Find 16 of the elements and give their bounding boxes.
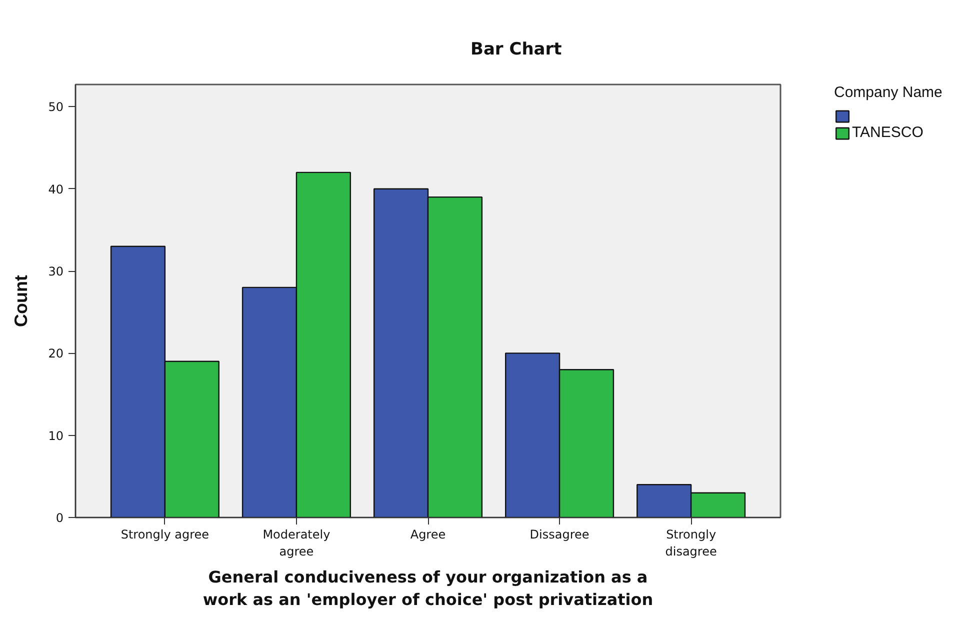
x-tick-label: Moderately agree [262, 528, 330, 558]
y-tick-label: 10 [48, 428, 64, 443]
x-tick-label: Agree [410, 528, 446, 542]
x-tick-label: Dissagree [530, 528, 590, 542]
x-axis-title: General conduciveness of your organization as a work as an 'employer of choice' post privatization [202, 567, 654, 610]
y-tick-label: 50 [48, 100, 64, 114]
y-tick-label: 30 [48, 264, 64, 279]
legend-title: Company Name [834, 84, 942, 101]
chart-title: Bar Chart [470, 40, 562, 60]
legend-label: TANESCO [852, 124, 924, 141]
y-axis-title: Count [11, 275, 32, 327]
y-tick-label: 40 [48, 182, 64, 196]
x-tick-label: Strongly agree [120, 528, 210, 542]
x-tick-label: Strongly disagree [665, 528, 717, 558]
y-tick-label: 20 [48, 346, 64, 361]
y-tick-label: 0 [56, 511, 64, 525]
